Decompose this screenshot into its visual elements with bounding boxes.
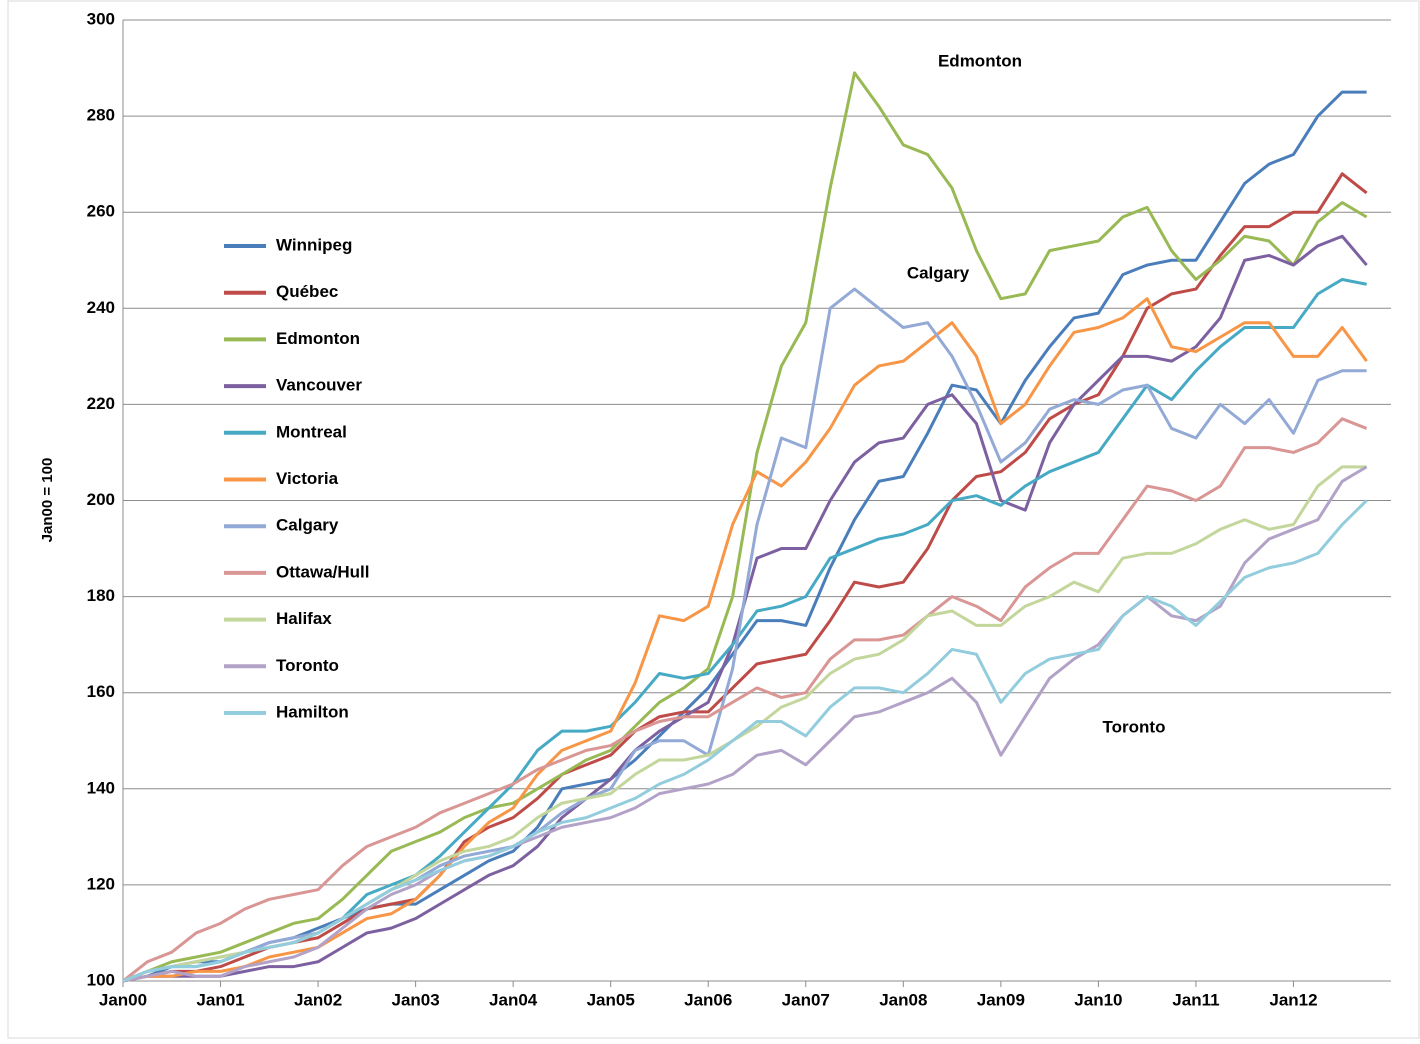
x-tick-label: Jan01 xyxy=(196,990,244,1009)
y-tick-label: 260 xyxy=(87,202,115,221)
series-line xyxy=(122,297,1368,983)
y-tick-label: 300 xyxy=(87,9,115,28)
x-tick-label: Jan05 xyxy=(587,990,635,1009)
x-tick-label: Jan02 xyxy=(294,990,342,1009)
x-tick-label: Jan00 xyxy=(99,990,147,1009)
annotation: Edmonton xyxy=(938,51,1022,70)
series-line xyxy=(122,499,1368,983)
annotation: Calgary xyxy=(907,263,970,282)
x-tick-label: Jan03 xyxy=(392,990,440,1009)
y-tick-label: 200 xyxy=(87,490,115,509)
legend-label: Halifax xyxy=(276,609,332,628)
legend-label: Hamilton xyxy=(276,702,349,721)
y-tick-label: 160 xyxy=(87,682,115,701)
annotation: Toronto xyxy=(1103,717,1166,736)
series-line xyxy=(122,465,1367,983)
series-line xyxy=(122,71,1368,983)
x-tick-label: Jan07 xyxy=(782,990,830,1009)
y-tick-label: 120 xyxy=(87,874,115,893)
x-tick-label: Jan06 xyxy=(684,990,732,1009)
x-tick-label: Jan09 xyxy=(977,990,1025,1009)
series-line xyxy=(122,417,1368,983)
legend-label: Victoria xyxy=(276,469,339,488)
chart-frame xyxy=(7,0,1420,1039)
x-tick-label: Jan04 xyxy=(489,990,538,1009)
y-tick-label: 100 xyxy=(87,970,115,989)
y-tick-label: 180 xyxy=(87,586,115,605)
y-tick-label: 220 xyxy=(87,394,115,413)
y-tick-label: 240 xyxy=(87,298,115,317)
legend-label: Calgary xyxy=(276,516,339,535)
legend-label: Toronto xyxy=(276,656,339,675)
series-line xyxy=(122,465,1368,983)
legend-label: Winnipeg xyxy=(276,235,352,254)
x-tick-label: Jan11 xyxy=(1172,990,1219,1009)
x-tick-label: Jan10 xyxy=(1074,990,1122,1009)
x-tick-label: Jan12 xyxy=(1269,990,1317,1009)
legend-label: Vancouver xyxy=(276,376,362,395)
series-line xyxy=(122,172,1368,983)
y-tick-label: 280 xyxy=(87,106,115,125)
x-tick-label: Jan08 xyxy=(879,990,927,1009)
y-axis-label: Jan00 = 100 xyxy=(39,458,56,543)
legend-label: Edmonton xyxy=(276,329,360,348)
y-tick-label: 140 xyxy=(87,778,115,797)
legend-label: Québec xyxy=(276,282,338,301)
legend-label: Montreal xyxy=(276,422,347,441)
legend-label: Ottawa/Hull xyxy=(276,562,370,581)
series-line xyxy=(122,90,1367,983)
